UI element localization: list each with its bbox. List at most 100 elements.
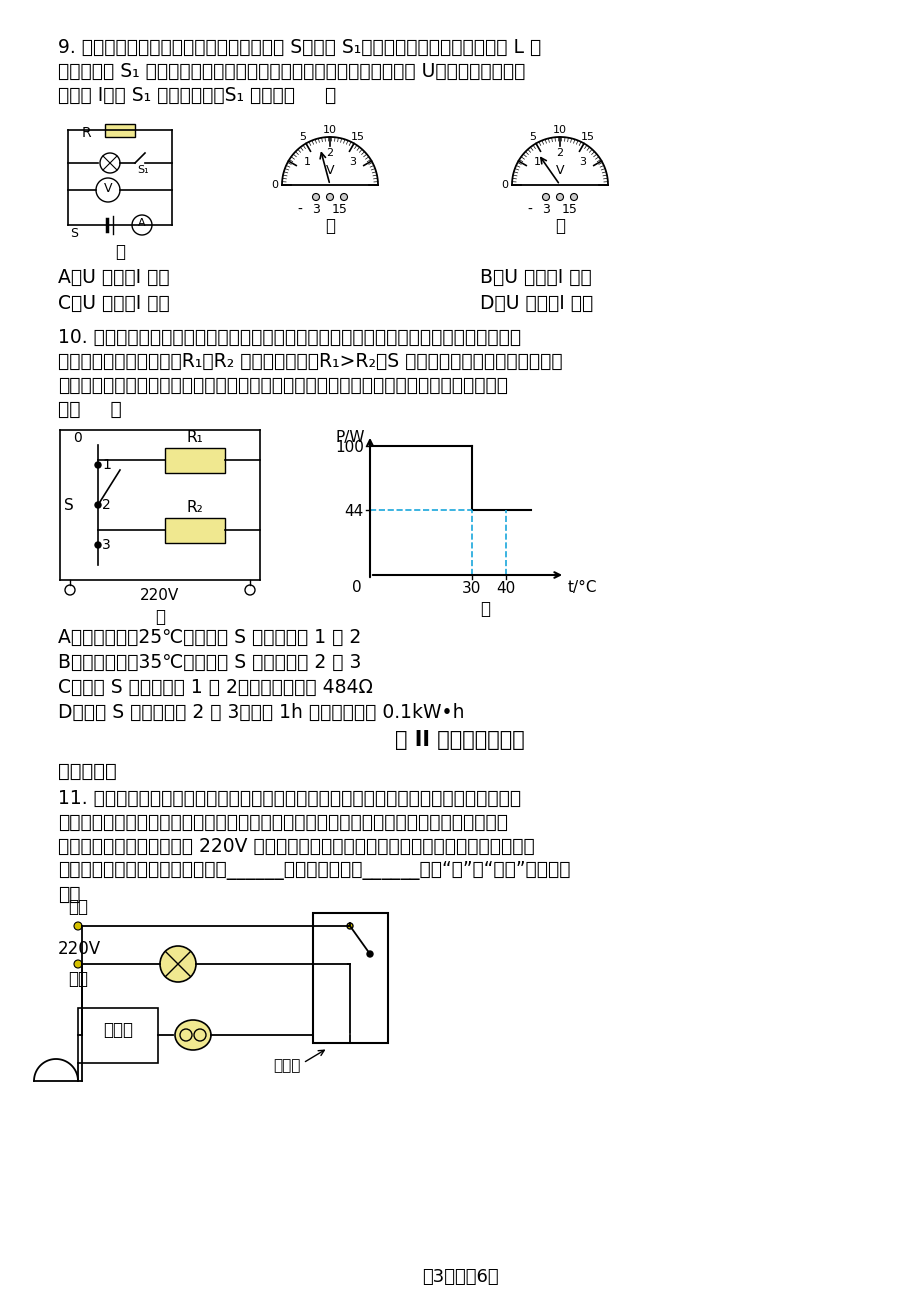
Circle shape	[244, 585, 255, 595]
Text: 2: 2	[326, 148, 334, 158]
Bar	[312, 913, 388, 1043]
Text: 二、填空题: 二、填空题	[58, 762, 117, 781]
Text: 成这一现象的原因是充电器与电灯______联；这时充电器______（填“能”或“不能”）正常充: 成这一现象的原因是充电器与电灯______联；这时充电器______（填“能”或…	[58, 861, 570, 880]
Text: 1: 1	[533, 158, 540, 168]
Text: 3: 3	[102, 538, 110, 552]
Text: 3: 3	[578, 158, 585, 168]
Text: 甲: 甲	[154, 608, 165, 626]
Text: V: V	[555, 164, 563, 177]
Text: 3: 3	[541, 203, 550, 216]
Text: 零线: 零线	[68, 970, 88, 988]
Ellipse shape	[175, 1019, 210, 1049]
Circle shape	[95, 503, 101, 508]
Text: 10: 10	[552, 125, 566, 135]
Text: 44: 44	[345, 504, 364, 519]
Text: 5: 5	[299, 133, 306, 142]
Text: 11. 如图所示，一辆电动车需要充电，但车库里只有一盏灯，没有充电用的插座。小明打开: 11. 如图所示，一辆电动车需要充电，但车库里只有一盏灯，没有充电用的插座。小明…	[58, 789, 520, 809]
Text: 火线: 火线	[68, 898, 88, 917]
Text: A: A	[138, 217, 145, 228]
Text: P/W: P/W	[335, 430, 365, 445]
Circle shape	[556, 194, 562, 201]
Circle shape	[100, 154, 119, 173]
Bar	[105, 124, 135, 137]
Text: -: -	[527, 203, 532, 217]
Text: C．开关 S 连接接线柱 1 和 2，电路总电阴为 484Ω: C．开关 S 连接接线柱 1 和 2，电路总电阴为 484Ω	[58, 678, 372, 697]
Text: 电路简化图如图甲所示，R₁、R₂ 均为加热电阴，R₁>R₂，S 为智能开关，可根据实际选择不: 电路简化图如图甲所示，R₁、R₂ 均为加热电阴，R₁>R₂，S 为智能开关，可根…	[58, 352, 562, 371]
Text: 电。: 电。	[58, 885, 81, 904]
Text: A．U 不变，I 变小: A．U 不变，I 变小	[58, 268, 169, 286]
Text: 9. 小明按图甲所示电路图做实验，闭合开关 S、断开 S₁，电压表读数如图乙所示。将 L 支: 9. 小明按图甲所示电路图做实验，闭合开关 S、断开 S₁，电压表读数如图乙所示…	[58, 38, 540, 57]
Text: 1: 1	[102, 458, 111, 473]
Text: 40: 40	[496, 581, 515, 596]
Text: 15: 15	[332, 203, 347, 216]
Circle shape	[74, 922, 82, 930]
Text: D．开关 S 连接接线柱 2 和 3，工作 1h 产生的热量为 0.1kW•h: D．开关 S 连接接线柱 2 和 3，工作 1h 产生的热量为 0.1kW•h	[58, 703, 464, 723]
Text: 座。接好后插上额定电压是 220V 的充电器，却发现电灯亮了，但亮度明显比平常偏暗，造: 座。接好后插上额定电压是 220V 的充电器，却发现电灯亮了，但亮度明显比平常偏…	[58, 837, 534, 855]
Circle shape	[95, 542, 101, 548]
Text: R: R	[82, 126, 92, 141]
Text: 10: 10	[323, 125, 336, 135]
Text: 1: 1	[303, 158, 311, 168]
Circle shape	[570, 194, 577, 201]
Text: 5: 5	[528, 133, 536, 142]
Text: 100: 100	[335, 440, 364, 456]
Circle shape	[367, 950, 372, 957]
Text: 乙: 乙	[480, 600, 490, 618]
Circle shape	[326, 194, 334, 201]
Text: 甲: 甲	[115, 243, 125, 260]
Text: B．U 变小，I 变大: B．U 变小，I 变大	[480, 268, 591, 286]
Text: 0: 0	[74, 431, 83, 445]
Text: 电流为 I。与 S₁ 闭合前相比，S₁ 闭合后（     ）: 电流为 I。与 S₁ 闭合前相比，S₁ 闭合后（ ）	[58, 86, 335, 105]
Circle shape	[65, 585, 75, 595]
Text: 同电阴接入电路。某段工作过程，加热功率随环境温度变化如图乙所示。下列说法中正确的: 同电阴接入电路。某段工作过程，加热功率随环境温度变化如图乙所示。下列说法中正确的	[58, 376, 507, 395]
Text: A．环境温度为25℃时，开关 S 连接接线柱 1 和 2: A．环境温度为25℃时，开关 S 连接接线柱 1 和 2	[58, 628, 361, 647]
Circle shape	[95, 462, 101, 467]
Text: 第3页，六6页: 第3页，六6页	[421, 1268, 498, 1286]
Text: 第 II 卷（非选择题）: 第 II 卷（非选择题）	[394, 730, 525, 750]
Text: S: S	[70, 227, 78, 240]
Text: V: V	[325, 164, 334, 177]
Circle shape	[74, 960, 82, 967]
Text: B．环境温度为35℃时，开关 S 连接接线柱 2 和 3: B．环境温度为35℃时，开关 S 连接接线柱 2 和 3	[58, 654, 361, 672]
Text: C．U 不变，I 不变: C．U 不变，I 不变	[58, 294, 170, 312]
Text: 15: 15	[350, 133, 364, 142]
Text: V: V	[104, 182, 112, 195]
Text: 是（     ）: 是（ ）	[58, 400, 121, 419]
Text: 丙: 丙	[554, 217, 564, 234]
Bar	[165, 518, 225, 543]
Text: 2: 2	[102, 497, 110, 512]
Text: 2: 2	[556, 148, 563, 158]
Text: 开关盒: 开关盒	[273, 1059, 300, 1073]
Text: 3: 3	[348, 158, 356, 168]
Text: 乙: 乙	[324, 217, 335, 234]
Text: 220V: 220V	[58, 940, 101, 958]
Text: 0: 0	[501, 180, 508, 190]
Circle shape	[131, 215, 152, 234]
Text: 0: 0	[352, 579, 361, 595]
Circle shape	[346, 923, 353, 930]
Text: R₂: R₂	[187, 500, 203, 516]
Circle shape	[160, 947, 196, 982]
Text: -: -	[297, 203, 302, 217]
Text: 15: 15	[580, 133, 594, 142]
Text: 灯的开关盒，看到里面有两个接线柱，于是他从这两个接线柱上引出两根导线，接上一个插: 灯的开关盒，看到里面有两个接线柱，于是他从这两个接线柱上引出两根导线，接上一个插	[58, 812, 507, 832]
Text: 3: 3	[312, 203, 320, 216]
Text: 30: 30	[462, 581, 482, 596]
Text: R₁: R₁	[187, 430, 203, 445]
Text: 充电器: 充电器	[103, 1021, 133, 1039]
Text: 220V: 220V	[141, 589, 179, 603]
Text: t/°C: t/°C	[567, 579, 596, 595]
Circle shape	[312, 194, 319, 201]
Circle shape	[96, 178, 119, 202]
Text: D．U 变小，I 变小: D．U 变小，I 变小	[480, 294, 593, 312]
Circle shape	[542, 194, 549, 201]
Bar	[165, 448, 225, 473]
Text: S: S	[64, 497, 74, 513]
Text: S₁: S₁	[137, 165, 149, 174]
Text: 路所在开关 S₁ 闭合后，电压表示数如图丙所示，定値电阴两端电压为 U、流经定値电阴的: 路所在开关 S₁ 闭合后，电压表示数如图丙所示，定値电阴两端电压为 U、流经定値…	[58, 62, 525, 81]
Text: 15: 15	[562, 203, 577, 216]
Text: 10. 某品牌智能电热毯能够根据环境温度自动实现多档位加热，以增强人体舒适度。其等效: 10. 某品牌智能电热毯能够根据环境温度自动实现多档位加热，以增强人体舒适度。其…	[58, 328, 520, 348]
Circle shape	[340, 194, 347, 201]
Text: 0: 0	[271, 180, 278, 190]
Bar	[78, 1008, 158, 1062]
